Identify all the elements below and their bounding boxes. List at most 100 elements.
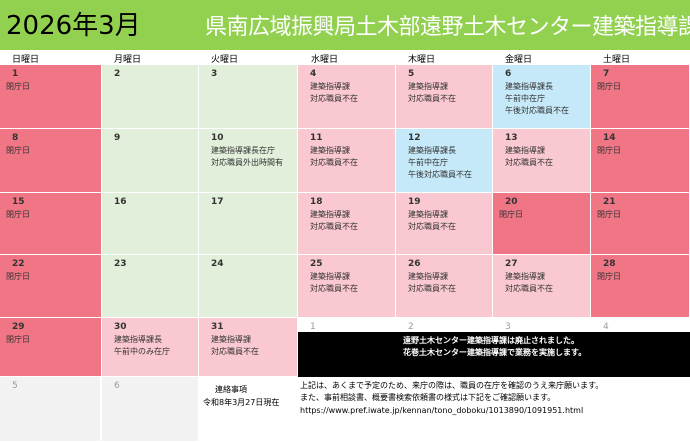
staff-status-note: 建築指導課長 午前中在庁午後対応職員不在 (505, 81, 569, 117)
note-line: 閉庁日 (597, 82, 621, 91)
day-number: 26 (408, 259, 421, 269)
note-line: 建築指導課 (408, 82, 448, 91)
note-line: 午後対応職員不在 (505, 106, 569, 115)
day-number: 5 (408, 69, 415, 79)
footer-note-2: また、事前相談書、概要書検索依頼書の様式は下記をご確認願います。 (300, 393, 556, 402)
staff-status-note: 建築指導課 対応職員不在 (310, 81, 358, 105)
calendar-day-cell: 11 建築指導課 対応職員不在 (298, 129, 395, 192)
weekday-thu: 木曜日 (408, 55, 436, 65)
day-number: 3 (505, 322, 511, 332)
day-number: 3 (211, 69, 218, 79)
calendar-day-cell: 7 閉庁日 (591, 65, 689, 128)
day-number: 24 (211, 259, 224, 269)
day-number: 17 (211, 197, 224, 207)
note-line: 建築指導課 (408, 210, 448, 219)
note-line: 閉庁日 (597, 210, 621, 219)
note-line: 建築指導課 (310, 210, 350, 219)
note-line: 閉庁日 (6, 335, 30, 344)
calendar-day-cell: 31 建築指導課 対応職員不在 (199, 318, 297, 376)
day-number: 16 (114, 197, 127, 207)
footer-url[interactable]: https://www.pref.iwate.jp/kennan/tono_do… (300, 406, 584, 415)
day-number: 11 (310, 133, 323, 143)
closed-day-note: 閉庁日 (6, 145, 30, 157)
note-line: 建築指導課 (310, 272, 350, 281)
staff-status-note: 建築指導課 対応職員不在 (505, 145, 553, 169)
day-number: 18 (310, 197, 323, 207)
calendar-day-cell: 24 (199, 255, 297, 317)
day-number: 15 (12, 197, 25, 207)
day-number: 21 (603, 197, 616, 207)
day-number: 19 (408, 197, 421, 207)
note-line: 建築指導課 (505, 272, 545, 281)
day-number: 8 (12, 133, 19, 143)
note-line: 建築指導課長 (505, 82, 553, 91)
day-number: 2 (114, 69, 121, 79)
note-line: 午前中在庁 (505, 94, 545, 103)
day-number: 13 (505, 133, 518, 143)
note-line: 午後対応職員不在 (408, 170, 472, 179)
staff-status-note: 建築指導課 対応職員不在 (408, 81, 456, 105)
footer-note-1: 上記は、あくまで予定のため、来庁の際は、職員の在庁を確認のうえ来庁願います。 (300, 381, 604, 390)
day-number: 1 (310, 322, 316, 332)
calendar-day-cell: 18 建築指導課対応職員不在 (298, 193, 395, 254)
staff-status-note: 建築指導課 対応職員不在 (310, 271, 358, 295)
staff-status-note: 建築指導課長 午前中のみ在庁 (114, 334, 170, 358)
weekday-tue: 火曜日 (211, 55, 239, 65)
month-title: 2026年3月 (6, 11, 141, 41)
staff-status-note: 建築指導課長 午前中在庁午後対応職員不在 (408, 145, 472, 181)
note-line: 対応職員不在 (505, 284, 553, 293)
calendar-day-cell: 10 建築指導課長在庁 対応職員外出時間有 (199, 129, 297, 192)
weekday-fri: 金曜日 (505, 55, 533, 65)
day-number: 27 (505, 259, 518, 269)
day-number: 23 (114, 259, 127, 269)
closed-day-note: 閉庁日 (6, 334, 30, 346)
note-line: 対応職員不在 (310, 222, 358, 231)
day-number: 29 (12, 322, 25, 332)
calendar-day-cell: 23 (102, 255, 198, 317)
staff-status-note: 建築指導課 対応職員不在 (211, 334, 259, 358)
day-number: 10 (211, 133, 224, 143)
banner-line-1: 遠野土木センター建築指導課は廃止されました。 (403, 336, 579, 345)
note-line: 建築指導課長 (408, 146, 456, 155)
day-number: 4 (603, 322, 609, 332)
as-of-date: 令和8年3月27日現在 (203, 398, 280, 407)
calendar-day-cell: 13 建築指導課 対応職員不在 (493, 129, 590, 192)
calendar-day-cell: 14 閉庁日 (591, 129, 689, 192)
note-line: 建築指導課 (310, 146, 350, 155)
note-line: 対応職員不在 (408, 222, 456, 231)
note-line: 閉庁日 (6, 272, 30, 281)
calendar-day-cell: 9 (102, 129, 198, 192)
abolition-notice-banner: 遠野土木センター建築指導課は廃止されました。 花巻土木センター建築指導課で業務を… (298, 332, 690, 377)
calendar-day-cell: 1 閉庁日 (0, 65, 101, 128)
day-number: 6 (505, 69, 512, 79)
note-line: 建築指導課 (505, 146, 545, 155)
day-number: 22 (12, 259, 25, 269)
calendar-day-cell: 8 閉庁日 (0, 129, 101, 192)
calendar-day-cell: 16 (102, 193, 198, 254)
closed-day-note: 閉庁日 (6, 81, 30, 93)
staff-status-note: 建築指導課長在庁 対応職員外出時間有 (211, 145, 283, 169)
banner-line-2: 花巻土木センター建築指導課で業務を実施します。 (403, 348, 587, 357)
calendar-day-cell: 5 建築指導課 対応職員不在 (396, 65, 492, 128)
weekday-sun: 日曜日 (12, 55, 40, 65)
day-number: 9 (114, 133, 121, 143)
calendar-day-cell: 25 建築指導課 対応職員不在 (298, 255, 395, 317)
closed-day-note: 閉庁日 (597, 145, 621, 157)
day-number: 6 (114, 381, 120, 391)
note-line: 閉庁日 (6, 146, 30, 155)
note-line: 午前中在庁 (408, 158, 448, 167)
note-line: 閉庁日 (6, 210, 30, 219)
calendar-day-cell: 15 閉庁日 (0, 193, 101, 254)
day-number: 20 (505, 197, 518, 207)
calendar-day-cell: 6 (102, 377, 198, 441)
calendar-day-cell: 28 閉庁日 (591, 255, 689, 317)
calendar-header: 2026年3月 県南広域振興局土木部遠野土木センター建築指導課 (0, 0, 690, 50)
calendar-day-cell: 20 閉庁日 (493, 193, 590, 254)
calendar-day-cell: 19 建築指導課対応職員不在 (396, 193, 492, 254)
note-line: 閉庁日 (499, 210, 523, 219)
note-line: 閉庁日 (597, 146, 621, 155)
closed-day-note: 閉庁日 (597, 209, 621, 221)
closed-day-note: 閉庁日 (597, 271, 621, 283)
calendar-day-cell: 5 (0, 377, 100, 441)
weekday-wed: 水曜日 (311, 55, 339, 65)
